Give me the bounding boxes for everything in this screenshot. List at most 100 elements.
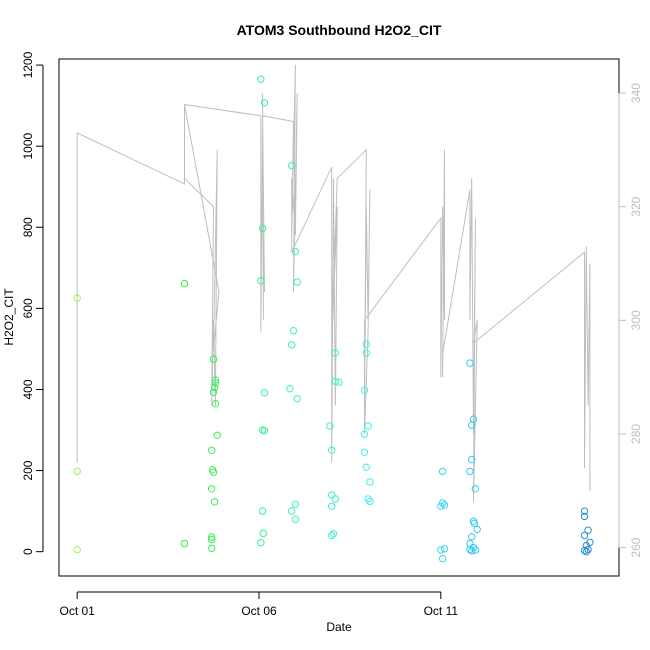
y-tick-label: 200 <box>21 460 35 480</box>
data-point <box>360 430 369 438</box>
y2-tick-label: 260 <box>629 537 643 557</box>
data-point <box>470 519 478 527</box>
data-point <box>288 507 296 515</box>
data-point <box>328 491 336 499</box>
data-point <box>331 377 340 386</box>
data-point <box>468 421 476 429</box>
data-point <box>580 546 589 555</box>
x-tick-label: Oct 11 <box>424 604 459 618</box>
data-point <box>209 388 218 396</box>
data-point <box>328 531 336 540</box>
data-point <box>366 478 374 486</box>
y-tick-label: 0 <box>21 548 35 555</box>
data-point <box>257 277 265 285</box>
y-tick-label: 1200 <box>21 51 35 78</box>
data-point <box>326 422 334 430</box>
data-point <box>331 495 340 503</box>
data-point <box>258 507 267 515</box>
data-point <box>288 161 296 170</box>
data-point <box>210 383 219 392</box>
data-point <box>362 463 370 471</box>
data-point <box>582 548 590 556</box>
data-point <box>289 327 298 335</box>
data-point <box>211 400 220 408</box>
data-point <box>260 99 269 107</box>
data-point <box>210 498 219 506</box>
chart-title: ATOM3 Southbound H2O2_CIT <box>237 22 442 38</box>
data-point <box>360 386 369 394</box>
data-point <box>438 554 447 563</box>
data-point <box>208 535 216 544</box>
data-point <box>213 431 221 439</box>
data-point <box>473 525 481 534</box>
data-point <box>331 349 340 357</box>
data-point <box>293 395 301 403</box>
data-point <box>291 247 300 256</box>
data-point <box>466 359 474 367</box>
data-point <box>209 355 218 363</box>
data-point <box>208 533 216 541</box>
data-point <box>466 539 474 548</box>
data-point <box>73 294 81 302</box>
data-point <box>288 341 296 349</box>
y-axis-label: H2O2_CIT <box>2 288 16 346</box>
data-point <box>73 467 81 476</box>
point-layer <box>73 75 594 563</box>
data-point <box>291 515 300 523</box>
data-point <box>211 376 220 384</box>
data-point <box>471 546 480 554</box>
data-point <box>328 502 336 510</box>
data-point <box>584 545 592 554</box>
data-point <box>208 544 216 553</box>
data-point <box>291 500 300 508</box>
data-point <box>260 389 269 397</box>
data-point <box>293 278 301 286</box>
x-tick-label: Oct 01 <box>60 604 96 618</box>
data-point <box>362 340 370 348</box>
x-axis: Oct 01 Oct 06 Oct 11 <box>60 591 459 618</box>
data-point <box>258 224 267 233</box>
data-point <box>440 545 449 553</box>
y-tick-label: 600 <box>21 298 35 318</box>
data-point <box>328 446 336 454</box>
data-point <box>260 427 269 435</box>
data-point <box>468 547 476 555</box>
data-point <box>257 539 265 547</box>
line-layer <box>76 64 591 503</box>
data-point <box>211 379 220 387</box>
data-point <box>364 495 372 503</box>
data-point <box>440 501 449 509</box>
x-axis-label: Date <box>326 620 352 634</box>
x-tick-label: Oct 06 <box>241 604 277 618</box>
data-point <box>471 485 480 493</box>
series-line <box>76 64 591 503</box>
data-point <box>180 279 189 288</box>
data-point <box>366 497 374 506</box>
data-point <box>335 378 343 386</box>
data-point <box>209 468 218 476</box>
data-point <box>360 448 369 456</box>
y-tick-label: 400 <box>21 379 35 399</box>
data-point <box>208 485 216 493</box>
y2-tick-label: 300 <box>629 310 643 330</box>
data-point <box>257 75 265 84</box>
y2-tick-label: 320 <box>629 196 643 216</box>
data-point <box>329 530 338 538</box>
data-point <box>362 349 370 357</box>
data-point <box>580 507 589 515</box>
data-point <box>73 545 81 554</box>
data-point <box>468 455 476 464</box>
data-point <box>580 531 589 540</box>
data-point <box>286 385 294 393</box>
data-point <box>208 446 216 454</box>
y2-tick-label: 280 <box>629 424 643 444</box>
data-point <box>580 512 589 521</box>
data-point <box>180 539 189 548</box>
data-point <box>466 467 474 476</box>
y-axis-left: 0 200 400 600 800 1000 1200 <box>21 51 44 555</box>
y-axis-right: 260 280 300 320 340 <box>618 83 643 558</box>
y-tick-label: 800 <box>21 217 35 237</box>
data-point <box>584 526 592 534</box>
data-point <box>259 529 268 538</box>
